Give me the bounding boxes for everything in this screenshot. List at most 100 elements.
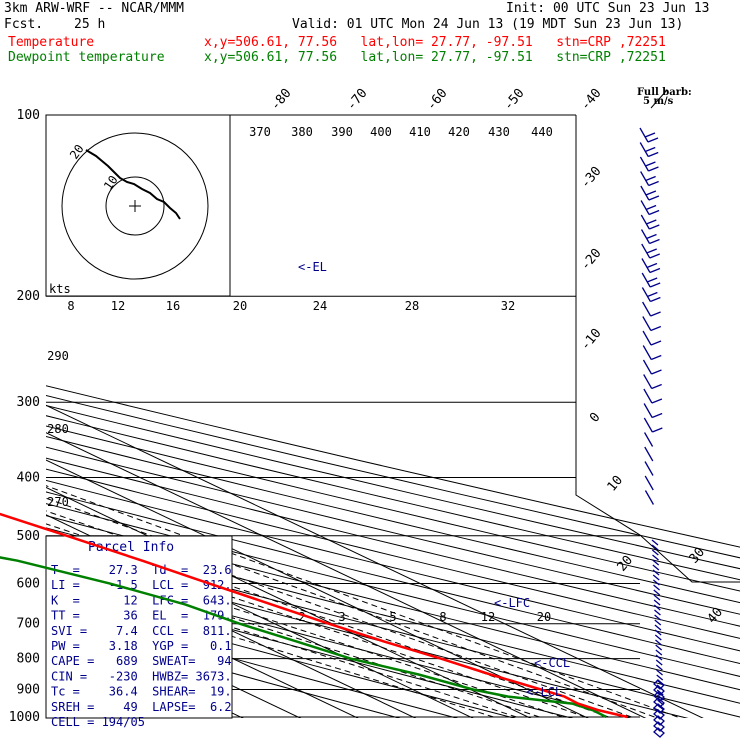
wind-barb-shaft	[639, 127, 649, 143]
mixing-ratio-label-32: 32	[501, 299, 515, 313]
wind-barb-shaft	[654, 634, 662, 641]
theta-label-440: 440	[531, 125, 553, 139]
dewpoint-line	[0, 556, 607, 719]
wind-barb-shaft	[643, 374, 653, 389]
wind-barb-shaft	[654, 619, 662, 626]
hodograph-ring-label-20: 20	[67, 142, 87, 162]
dewpoint-legend-label: Dewpoint temperature	[8, 50, 165, 65]
hodograph-ring-label-10: 10	[101, 173, 121, 193]
theta-label-400: 400	[370, 125, 392, 139]
wind-barb-pennant	[653, 679, 665, 690]
dry-adiabat-410	[46, 435, 740, 604]
wind-barb-shaft	[654, 629, 662, 636]
isotherm-label--50: -50	[501, 86, 528, 114]
wind-barb-flag	[646, 233, 657, 240]
wind-barb-flag	[646, 262, 658, 269]
wind-barb-flag	[651, 398, 663, 404]
wind-barb-shaft	[642, 330, 652, 346]
wind-barb-shaft	[652, 579, 660, 586]
isotherm-label--10: -10	[578, 326, 605, 354]
hodograph-ring-inner	[105, 176, 165, 236]
mixing-ratio-label-28: 28	[405, 299, 419, 313]
isotherm-30	[46, 432, 647, 718]
parcel-info-row: T = 27.3 Td = 23.6	[51, 563, 232, 577]
pressure-label-300: 300	[17, 395, 40, 410]
pressure-label-1000: 1000	[9, 710, 40, 725]
wind-barb-flag	[645, 190, 657, 196]
isotherm-20	[46, 459, 589, 718]
wind-barb-shaft	[655, 644, 663, 651]
theta-label-280: 280	[47, 422, 69, 436]
mixing-ratio-label-12-lower: 12	[481, 610, 495, 624]
parcel-info-row: LI = -1.5 LCL = 912.	[51, 578, 232, 592]
wind-barb-flag	[647, 291, 658, 298]
wind-barb-flag	[652, 427, 663, 433]
wind-barb-shaft	[651, 544, 659, 551]
wind-barb-flag	[651, 354, 662, 361]
wind-barb-pennant	[653, 721, 665, 732]
wind-barb-flag	[645, 175, 656, 182]
wind-barb-pennant	[653, 727, 665, 738]
wind-barb-flag	[646, 248, 657, 254]
ccl-marker: <-CCL	[534, 656, 570, 670]
wind-barb-flag	[649, 267, 661, 274]
valid-time: Valid: 01 UTC Mon 24 Jun 13 (19 MDT Sun …	[292, 17, 684, 32]
isotherm-label-0: 0	[587, 410, 604, 426]
parcel-info-row: SREH = 49 LAPSE= 6.2	[51, 700, 232, 714]
dry-adiabat-380	[46, 468, 740, 639]
fcst-value: 25 h	[74, 17, 106, 32]
parcel-info-row: TT = 36 EL = 179.	[51, 609, 232, 623]
wind-barb-flag	[651, 412, 663, 419]
lcl-marker: <-LCL	[526, 685, 562, 699]
wind-barbs: Full barb: 5 m/s	[637, 87, 692, 738]
wind-barb-shaft	[653, 604, 661, 611]
wind-barb-flag	[647, 137, 659, 143]
lfc-marker: <-LFC	[494, 596, 530, 610]
wind-barb-flag	[645, 161, 656, 167]
mixing-ratio-label-3-lower: 3	[338, 610, 345, 624]
wind-barb-flag	[648, 180, 659, 187]
isotherm-labels-right: -30 -20 -10 0 10 20 30 40	[578, 164, 726, 627]
mixing-ratio-label-5-lower: 5	[389, 610, 396, 624]
wind-barb-flag	[644, 146, 656, 153]
isotherm-label--60: -60	[424, 86, 451, 114]
mixing-ratio-labels-lower: 2 3 5 8 12 20	[298, 610, 551, 624]
wind-barb-shaft	[652, 564, 660, 571]
temperature-legend-info: x,y=506.61, 77.56 lat,lon= 27.77, -97.51…	[204, 35, 666, 50]
parcel-info-row: CIN = -230 HWBZ= 3673.	[51, 669, 232, 683]
wind-barb-shaft	[643, 403, 653, 418]
mixing-ratio-label-12: 12	[111, 299, 125, 313]
dry-adiabat-400	[46, 446, 740, 615]
pressure-label-500: 500	[17, 529, 40, 544]
wind-barb-flag	[649, 224, 660, 230]
wind-barb-shaft	[643, 388, 653, 404]
wind-barb-flag	[648, 166, 659, 172]
theta-label-380: 380	[291, 125, 313, 139]
wind-barb-shaft	[641, 272, 651, 288]
mixing-ratio-label-24: 24	[313, 299, 327, 313]
wind-barb-pennant	[653, 715, 665, 726]
parcel-info-row: SVI = 7.4 CCL = 811.	[51, 624, 232, 638]
theta-label-420: 420	[448, 125, 470, 139]
pressure-label-600: 600	[17, 576, 40, 591]
isotherm-label-20: 20	[615, 553, 637, 575]
wind-barb-shaft	[644, 432, 654, 447]
wind-barb-flag	[646, 219, 657, 225]
wind-barb-pennant	[653, 703, 665, 714]
wind-barb-flag	[651, 369, 662, 375]
wind-barb-shaft	[655, 649, 663, 656]
wind-barb-shaft	[651, 539, 659, 546]
pressure-label-800: 800	[17, 652, 40, 667]
wind-barb-shaft	[644, 446, 654, 462]
wind-barb-shaft	[642, 316, 652, 331]
el-marker: <-EL	[298, 260, 327, 274]
dry-adiabat-260	[46, 620, 401, 718]
wind-barb-shaft	[653, 594, 661, 601]
mixing-ratio-label-20-lower: 20	[537, 610, 551, 624]
parcel-info-row: CAPE = 689 SWEAT= 94	[51, 654, 232, 668]
wind-barb-shaft	[642, 301, 652, 317]
barb-scale-sample	[650, 89, 668, 109]
isotherm-0	[46, 514, 474, 718]
mixing-ratio-label-2-lower: 2	[298, 610, 305, 624]
wind-barb-flag	[650, 340, 662, 346]
